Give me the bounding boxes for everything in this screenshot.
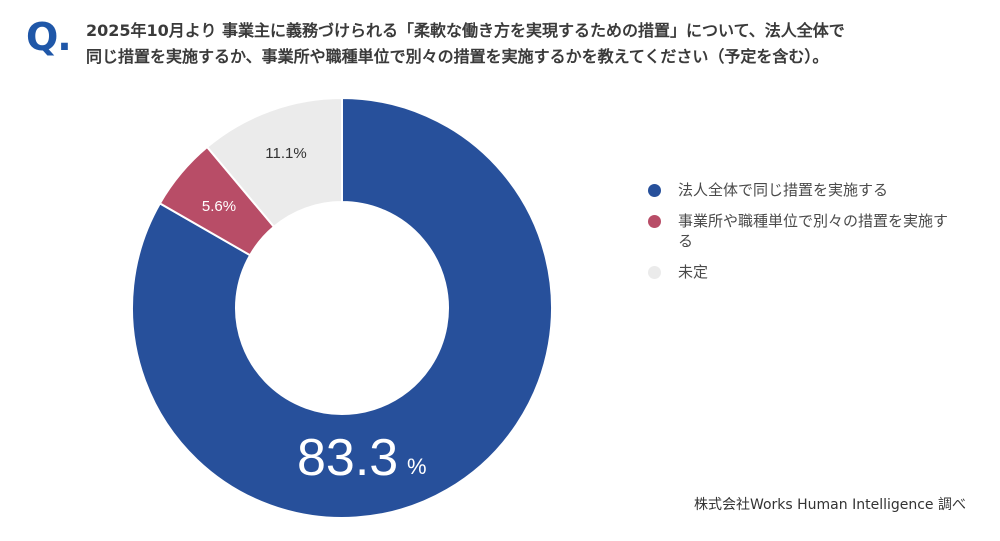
legend-item-undecided: 未定 xyxy=(648,262,968,282)
legend-swatch-undecided xyxy=(648,266,661,279)
source-credit: 株式会社Works Human Intelligence 調べ xyxy=(693,497,966,513)
legend-label-undecided: 未定 xyxy=(678,263,709,281)
question-line-2: 同じ措置を実施するか、事業所や職種単位で別々の措置を実施するかを教えてください（… xyxy=(86,47,829,66)
legend-item-whole-company: 法人全体で同じ措置を実施する xyxy=(648,180,968,200)
legend-item-per-office: 事業所や職種単位で別々の措置を実施する xyxy=(648,211,968,251)
question-mark-label: Q. xyxy=(26,15,72,59)
slice-label-per-office: 5.6% xyxy=(202,198,236,215)
slice-label-whole-company: 83.3 xyxy=(297,429,398,487)
legend-swatch-per-office xyxy=(648,215,661,228)
question-line-1: 2025年10月より 事業主に義務づけられる「柔軟な働き方を実現するための措置」… xyxy=(86,21,845,40)
question-text: 2025年10月より 事業主に義務づけられる「柔軟な働き方を実現するための措置」… xyxy=(86,18,986,70)
slice-label-unit: % xyxy=(407,454,427,479)
chart-legend: 法人全体で同じ措置を実施する 事業所や職種単位で別々の措置を実施する 未定 xyxy=(648,180,968,293)
donut-slice-undecided xyxy=(205,96,343,229)
legend-label-whole-company: 法人全体で同じ措置を実施する xyxy=(678,181,889,199)
legend-swatch-whole-company xyxy=(648,184,661,197)
donut-slice-whole-company xyxy=(131,96,553,519)
legend-label-per-office: 事業所や職種単位で別々の措置を実施する xyxy=(678,212,949,250)
slice-label-undecided: 11.1% xyxy=(265,145,306,162)
